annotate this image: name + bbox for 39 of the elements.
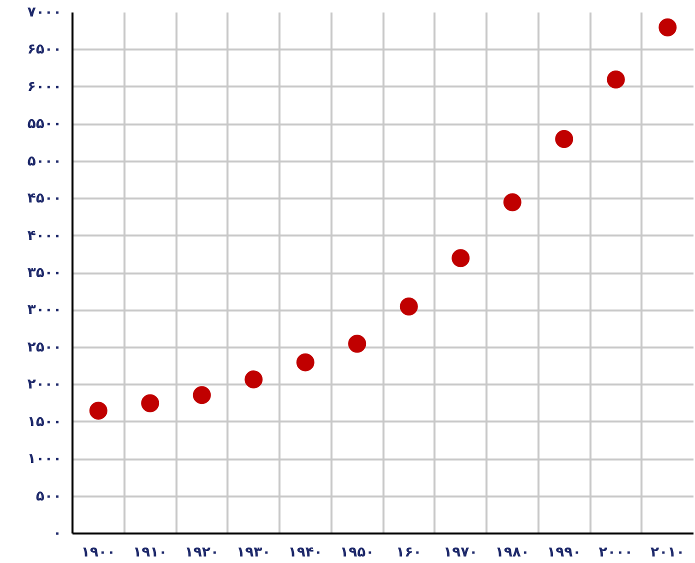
x-tick-label: ۱۹۵۰ [340, 544, 374, 560]
point [348, 334, 366, 353]
x-tick-label: ۱۹۴۰ [288, 544, 322, 560]
x-tick-label: ۱۹۳۰ [236, 544, 271, 560]
point [192, 386, 211, 404]
point [452, 249, 470, 268]
y-tick-label: ۳۰۰۰ [27, 302, 62, 318]
x-tick-label: ۱۹۰۰ [81, 544, 116, 560]
x-tick-label: ۱۹۸۰ [495, 544, 530, 560]
point [503, 193, 522, 212]
x-tick-label: ۲۰۰۰ [598, 544, 633, 560]
y-tick-label: ۴۵۰۰ [27, 190, 62, 207]
x-tick-label: ۲۰۱۰ [650, 544, 685, 560]
point [244, 370, 263, 388]
point [141, 394, 160, 412]
point [400, 298, 418, 316]
x-tick-label: ۱۹۹۰ [547, 544, 582, 560]
y-tick-label: ۰ [52, 526, 62, 542]
y-tick-label: ۵۵۰۰ [27, 116, 62, 132]
y-tick-label: ۶۰۰۰ [27, 78, 62, 95]
point [606, 70, 625, 88]
x-tick-label: ۱۹۷۰ [444, 544, 478, 560]
point [296, 353, 314, 372]
x-tick-label: ۱۶۰ [396, 544, 422, 560]
y-tick-label: ۲۵۰۰ [27, 339, 62, 356]
point [555, 130, 574, 148]
y-tick-label: ۳۵۰۰ [27, 265, 62, 281]
y-tick-label: ۱۰۰۰ [27, 451, 62, 468]
point [658, 18, 677, 36]
x-tick-label: ۱۹۱۰ [133, 544, 168, 560]
y-tick-label: ۶۵۰۰ [27, 42, 62, 58]
y-tick-label: ۵۰۰۰ [27, 153, 62, 170]
x-tick-label: ۱۹۲۰ [184, 544, 219, 560]
y-tick-label: ۵۰۰ [36, 488, 62, 504]
y-tick-label: ۲۰۰۰ [27, 376, 62, 393]
y-tick-label: ۴۰۰۰ [27, 228, 62, 244]
y-tick-label: ۱۵۰۰ [27, 414, 62, 430]
point [89, 402, 108, 420]
y-tick-label: ۷۰۰۰ [27, 4, 62, 20]
